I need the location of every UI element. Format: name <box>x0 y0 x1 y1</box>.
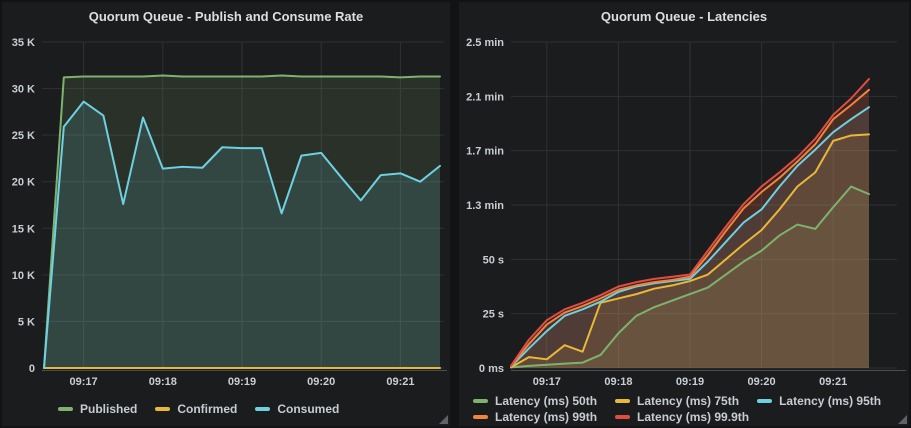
y-axis-tick-label: 15 K <box>12 223 35 235</box>
x-axis-tick-label: 09:19 <box>676 376 704 388</box>
chart-canvas: 35 K 30 K 25 K 20 K 15 K 10 K 5 K 0 09:17 09:18 09… <box>12 37 447 388</box>
x-axis-tick-label: 09:21 <box>386 376 414 388</box>
series-fill <box>44 101 440 369</box>
x-axis-tick-label: 09:17 <box>70 376 98 388</box>
series-fill <box>44 75 440 368</box>
x-axis-tick-label: 09:18 <box>149 376 177 388</box>
legend-item[interactable]: Confirmed <box>155 402 237 416</box>
legend-swatch-icon <box>757 399 773 403</box>
series-line <box>43 74 441 369</box>
legend-swatch-icon <box>473 415 488 419</box>
series-line <box>510 133 870 369</box>
y-axis-tick-label: 10 K <box>12 270 35 282</box>
y-axis-tick-label: 2.5 min <box>466 37 504 49</box>
legend-item[interactable]: Latency (ms) 50th <box>473 394 597 408</box>
legend-row: Published Confirmed Consumed <box>58 402 450 416</box>
y-axis-tick-label: 0 <box>29 363 35 375</box>
legend-item[interactable]: Latency (ms) 75th <box>615 394 739 408</box>
legend-item[interactable]: Consumed <box>255 402 339 416</box>
chart-legend: Latency (ms) 50th Latency (ms) 75th Latenc… <box>459 392 909 426</box>
chart-legend: Published Confirmed Consumed <box>2 392 450 426</box>
series-line <box>510 88 870 368</box>
chart-canvas: 2.5 min 2.1 min 1.7 min 1.3 min 50 s 25 s 0 ms… <box>466 37 906 388</box>
y-axis-tick-label: 30 K <box>12 84 35 96</box>
x-axis-tick-label: 09:20 <box>748 376 776 388</box>
legend-item[interactable]: Latency (ms) 95th <box>757 394 881 408</box>
y-axis-tick-label: 1.7 min <box>466 146 504 158</box>
y-axis-tick-label: 2.1 min <box>466 91 504 103</box>
legend-label: Latency (ms) 95th <box>779 394 882 408</box>
y-axis-tick-label: 35 K <box>12 37 35 49</box>
legend-row: Latency (ms) 99th Latency (ms) 99.9th <box>473 410 909 424</box>
chart-latencies: 2.5 min 2.1 min 1.7 min 1.3 min 50 s 25 s 0 ms… <box>459 32 909 392</box>
series-fill <box>511 134 869 368</box>
legend-swatch-icon <box>473 399 488 403</box>
legend-label: Consumed <box>277 402 340 416</box>
x-axis-tick-label: 09:17 <box>533 376 561 388</box>
panel-resize-handle-icon[interactable] <box>439 415 448 424</box>
y-axis-tick-label: 5 K <box>18 316 35 328</box>
series-line <box>510 185 870 369</box>
legend-swatch-icon <box>155 407 171 411</box>
legend-swatch-icon <box>58 407 73 411</box>
panel-publish-consume-rate: Quorum Queue - Publish and Consume Rate … <box>2 2 450 426</box>
panel-title[interactable]: Quorum Queue - Publish and Consume Rate <box>88 9 364 24</box>
panel-resize-handle-icon[interactable] <box>898 415 907 424</box>
y-axis-tick-label: 50 s <box>483 254 504 266</box>
legend-item[interactable]: Published <box>58 402 137 416</box>
series-fill <box>511 186 869 368</box>
x-axis-tick-label: 09:20 <box>307 376 335 388</box>
legend-label: Latency (ms) 99th <box>495 410 598 424</box>
y-axis-tick-label: 20 K <box>12 177 35 189</box>
legend-label: Published <box>80 402 138 416</box>
legend-row: Latency (ms) 50th Latency (ms) 75th Latenc… <box>473 394 909 408</box>
panel-title[interactable]: Quorum Queue - Latencies <box>600 9 768 24</box>
legend-item[interactable]: Latency (ms) 99.9th <box>615 410 749 424</box>
legend-swatch-icon <box>615 415 631 419</box>
legend-label: Latency (ms) 50th <box>495 394 598 408</box>
y-axis-tick-label: 1.3 min <box>466 200 504 212</box>
y-axis-tick-label: 0 ms <box>479 363 504 375</box>
series-line <box>43 100 441 369</box>
legend-label: Latency (ms) 99.9th <box>637 410 750 424</box>
legend-swatch-icon <box>615 399 631 403</box>
x-axis-tick-label: 09:19 <box>228 376 256 388</box>
series-line <box>510 77 870 367</box>
legend-label: Latency (ms) 75th <box>637 394 740 408</box>
x-axis-tick-label: 09:21 <box>819 376 847 388</box>
legend-label: Confirmed <box>177 402 238 416</box>
series-line <box>510 106 870 368</box>
panel-latencies: Quorum Queue - Latencies 2.5 min 2.1 min 1… <box>459 2 909 426</box>
y-axis-tick-label: 25 s <box>483 309 504 321</box>
x-axis-tick-label: 09:18 <box>604 376 632 388</box>
legend-item[interactable]: Latency (ms) 99th <box>473 410 597 424</box>
y-axis-tick-label: 25 K <box>12 130 35 142</box>
chart-publish-consume-rate: 35 K 30 K 25 K 20 K 15 K 10 K 5 K 0 09:17 09:18 09… <box>2 32 450 392</box>
legend-swatch-icon <box>255 407 271 411</box>
